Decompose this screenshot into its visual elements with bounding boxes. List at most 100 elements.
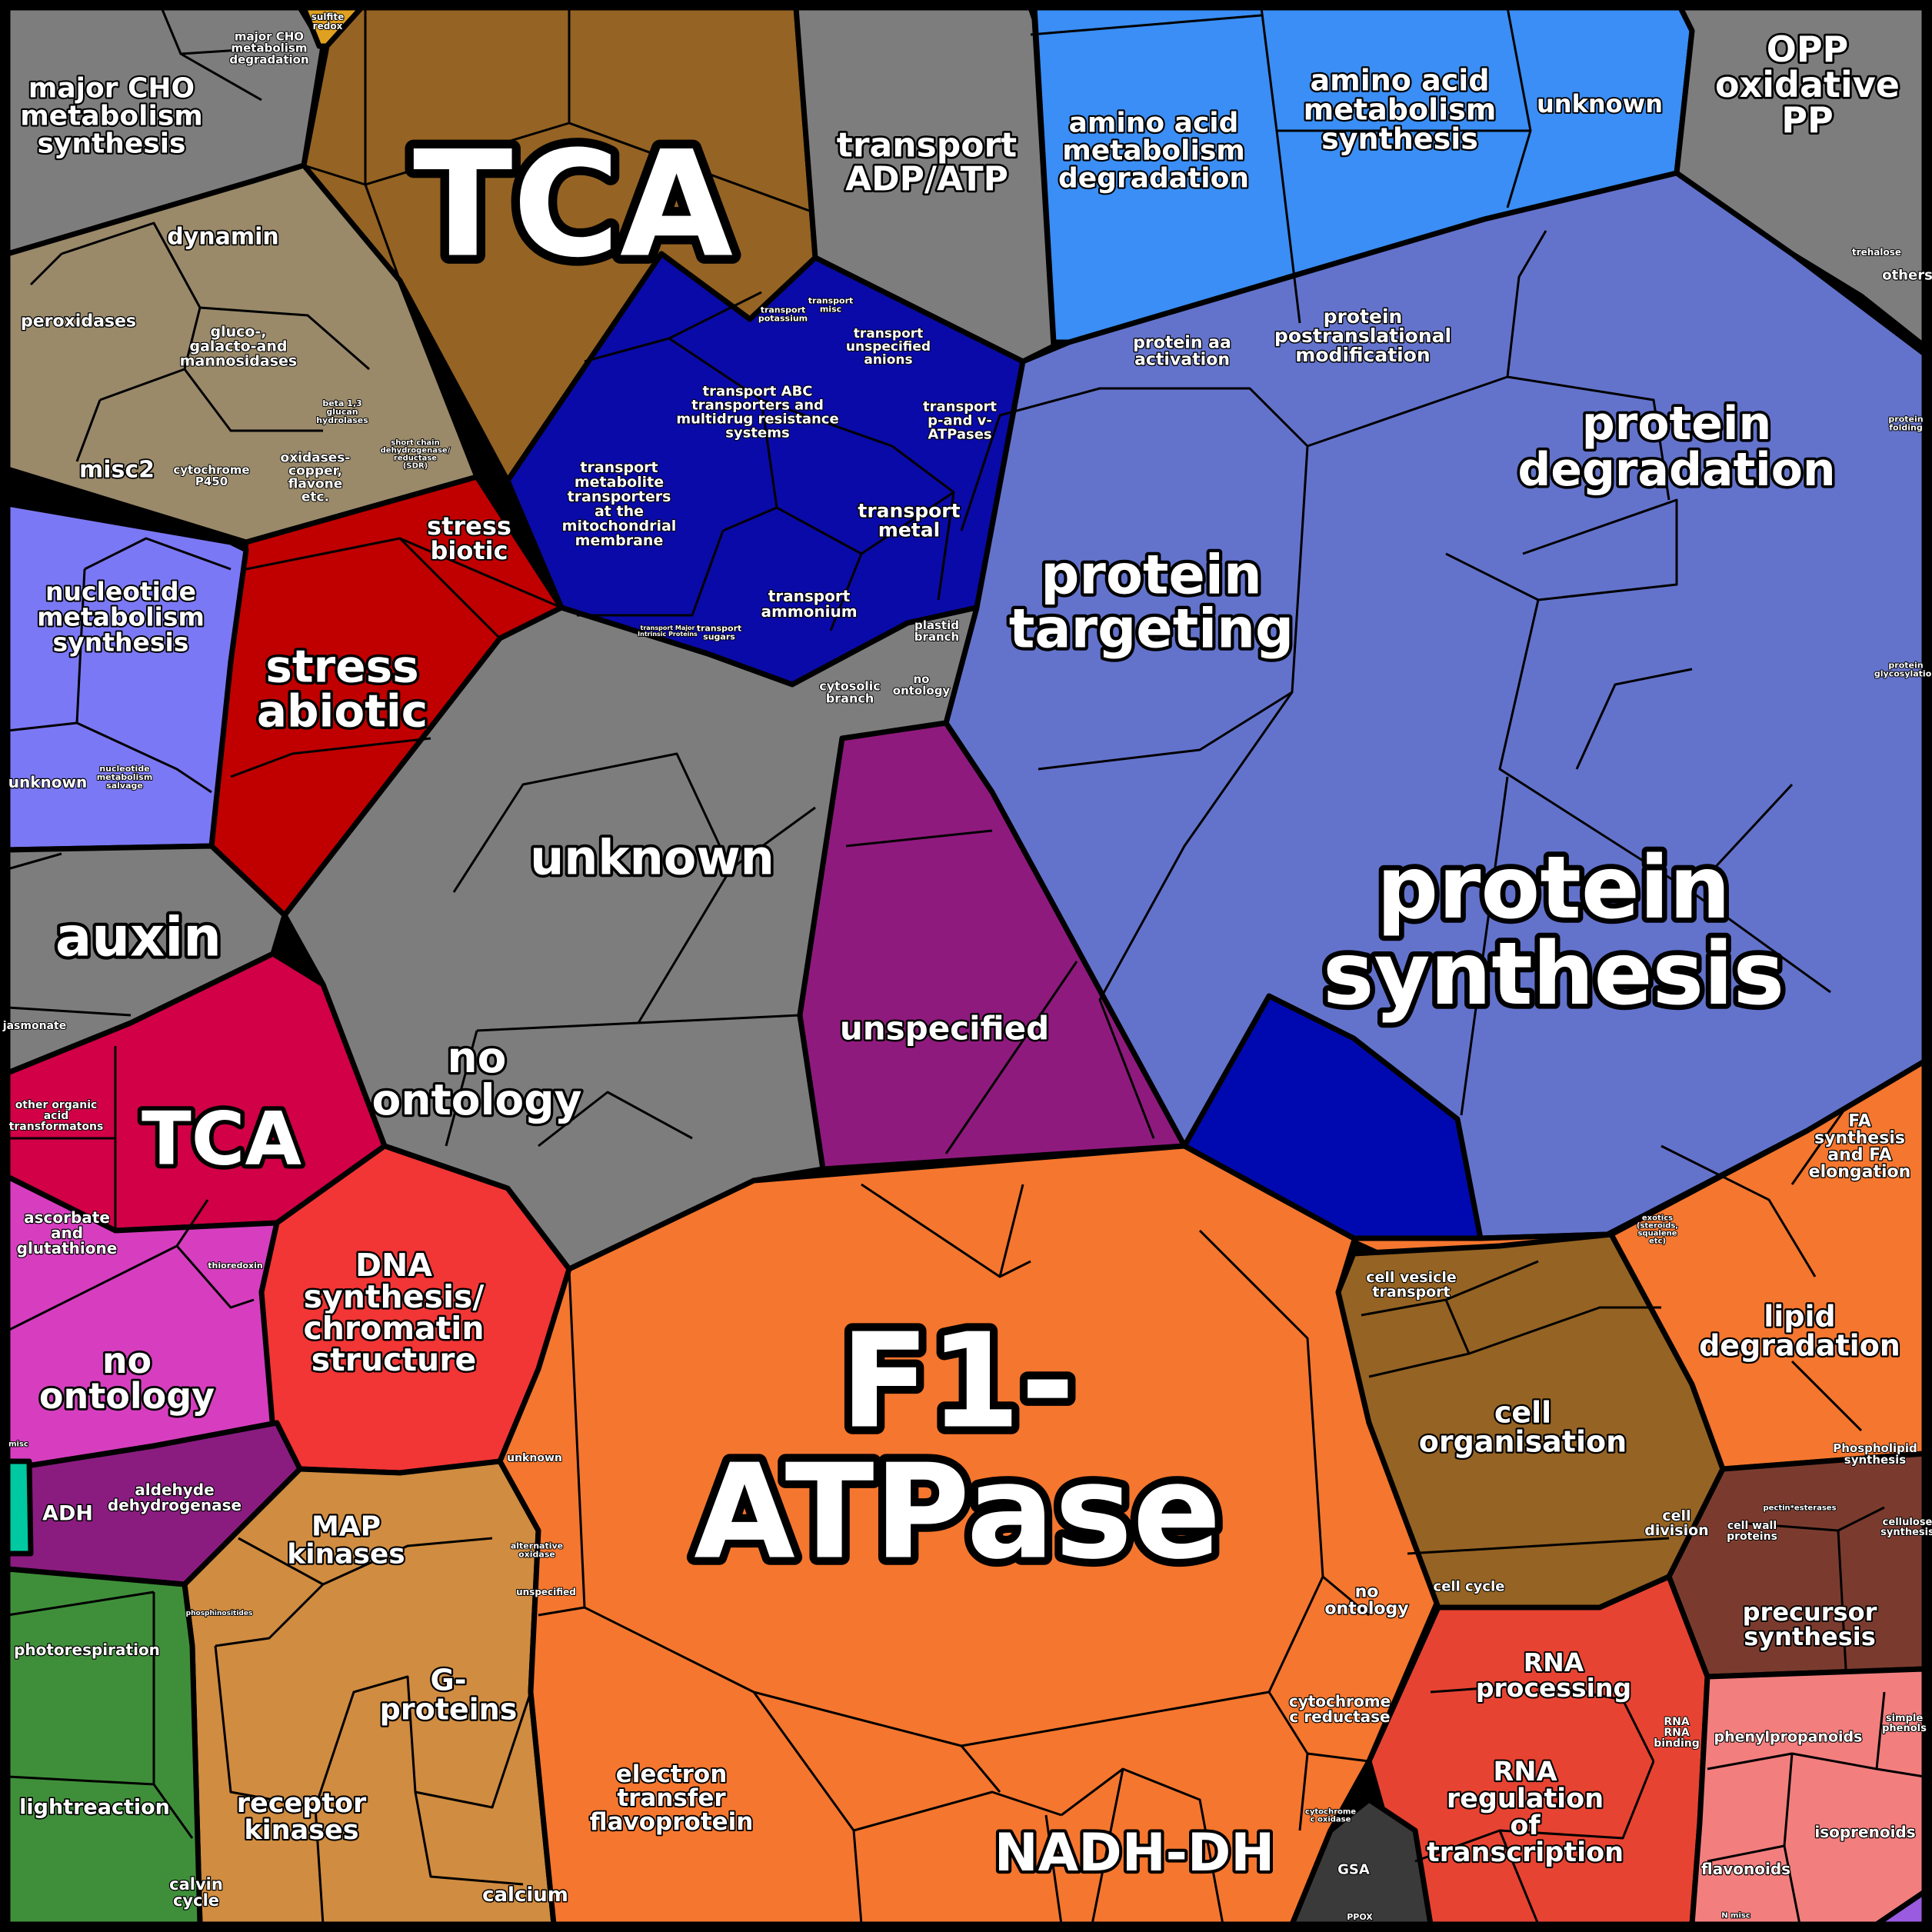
label-mito-8: cytochrome c oxidase (1305, 1808, 1356, 1824)
label-redox-1: thioredoxin (208, 1261, 262, 1271)
label-signalling-4: phosphinositides (186, 1610, 253, 1617)
cell-opp (1674, 5, 1927, 349)
label-rna-2: RNA RNA binding (1654, 1716, 1700, 1750)
label-ps-1: lightreaction (19, 1795, 170, 1819)
cell-misc-tan (5, 162, 480, 545)
label-signalling-1: G-proteins (380, 1663, 518, 1726)
label-protein-4: protein synthesis (1323, 838, 1784, 1024)
label-transport-blue-2: transport unspecified anions (846, 326, 931, 368)
label-misc-tan-4: cytochrome P450 (173, 463, 249, 488)
label-secondary-4: N misc (1721, 1912, 1750, 1920)
label-misc-grey-3: cytosolic branch (819, 679, 881, 706)
cells-layer (5, 5, 1927, 1927)
label-ps-0: photorespiration (14, 1641, 160, 1659)
label-tca-top-0: TCA (413, 120, 733, 290)
label-major-cho-0: major CHO metabolism synthesis (20, 73, 203, 160)
label-signalling-3: calcium (482, 1884, 568, 1907)
label-misc-tan-3: misc2 (79, 457, 155, 484)
label-protein-2: protein degradation (1517, 397, 1835, 497)
label-cell-1: cell organisation (1419, 1395, 1627, 1458)
cell-secondary (1689, 1666, 1927, 1927)
label-protein-3: protein targeting (1009, 544, 1294, 661)
label-mito-1: unknown (507, 1452, 562, 1464)
label-nucleotide-2: nucleotide metabolism salvage (97, 764, 153, 791)
label-protein-5: protein folding (1888, 414, 1923, 432)
label-mito-4: electron transfer flavoprotein (590, 1760, 754, 1836)
label-misc-tan-2: gluco-, galacto-and mannosidases (180, 324, 297, 370)
label-stress-0: stress biotic (427, 511, 511, 565)
label-cell-2: cell division (1644, 1507, 1708, 1539)
cell-nucleotide (5, 501, 249, 853)
label-misc-tan-7: short chain dehydrogenase/reductase (SDR) (381, 439, 451, 471)
label-lipid-3: exotics (steroids, squalene etc) (1637, 1214, 1678, 1246)
labels-layer: major CHO metabolism synthesis major CHO met… (2, 11, 1932, 1923)
label-redox-3: misc (8, 1441, 28, 1449)
label-lipid-0: FA synthesis and FA elongation (1809, 1112, 1911, 1182)
label-secondary-3: simple phenols (1882, 1713, 1927, 1734)
label-sulfite-0: sulfite redox (311, 12, 345, 32)
label-misc-grey-2: plastid branch (914, 618, 960, 644)
label-redox-0: ascorbate and glutathione (17, 1208, 118, 1257)
label-misc-grey-4: no ontology (893, 672, 951, 698)
label-amino-acid-2: unknown (1537, 89, 1663, 118)
label-cellwall-0: precursor synthesis (1743, 1597, 1877, 1651)
label-misc-tan-1: peroxidases (21, 312, 136, 331)
label-mito-3: unspecified (516, 1587, 576, 1597)
label-mito-6: no ontology (1324, 1583, 1408, 1619)
label-fermentation-0: ADH (42, 1501, 93, 1525)
label-secondary-0: phenylpropanoids (1714, 1729, 1863, 1746)
label-opp-1: trehalose (1852, 247, 1901, 258)
cell-nmisc (1874, 1889, 1927, 1927)
label-unspecified-0: unspecified (840, 1010, 1049, 1048)
label-rna-0: RNA processing (1476, 1647, 1631, 1703)
label-misc-tan-6: beta 1,3 glucan hydrolases (316, 398, 368, 425)
label-transport-adp-0: transport ADP/ATP (837, 125, 1017, 198)
label-amino-acid-0: amino acid metabolism degradation (1058, 108, 1249, 195)
label-major-cho-1: major CHO metabolism degradation (229, 29, 308, 66)
label-stress-1: stress abiotic (257, 640, 428, 737)
label-gsa-0: GSA (1337, 1861, 1370, 1877)
label-transport-blue-9: transport sugars (697, 623, 742, 641)
label-transport-blue-0: transport potassium (758, 305, 808, 323)
label-cell-3: cell cycle (1434, 1578, 1505, 1594)
label-opp-0: OPP oxidative PP (1715, 28, 1900, 141)
label-signalling-0: MAP kinases (287, 1511, 405, 1571)
label-misc-grey-6: jasmonate (2, 1020, 66, 1032)
label-tca-red-0: TCA (142, 1097, 302, 1181)
label-secondary-1: isoprenoids (1814, 1823, 1915, 1841)
label-mito-7: cytochrome c reductase (1289, 1692, 1391, 1726)
label-misc-grey-1: no ontology (372, 1033, 582, 1124)
label-mito-0: F1-ATPase (694, 1306, 1221, 1589)
label-transport-blue-1: transport misc (808, 295, 854, 314)
label-signalling-2: receptor kinases (237, 1788, 367, 1846)
label-nucleotide-0: nucleotide metabolism synthesis (37, 577, 205, 658)
subdivision-lines (7, 7, 1925, 1925)
label-protein-0: protein aa activation (1133, 334, 1231, 370)
label-secondary-2: flavonoids (1701, 1860, 1790, 1878)
label-opp-2: others (1882, 267, 1932, 283)
label-transport-blue-6: transport metal (858, 499, 960, 541)
label-misc-grey-0: unknown (530, 830, 774, 886)
label-transport-blue-5: transport metabolite transporters at the mit… (562, 459, 677, 549)
label-cellwall-2: pectin*esterases (1763, 1504, 1836, 1513)
label-misc-grey-5: auxin (55, 906, 222, 969)
label-transport-blue-7: transport ammonium (761, 587, 857, 621)
label-cellwall-3: cellulose synthesis (1880, 1517, 1932, 1538)
label-cellwall-1: cell wall proteins (1727, 1520, 1777, 1543)
label-ps-2: calvin cycle (169, 1875, 223, 1910)
label-dna-0: DNA synthesis/chromatin structure (303, 1247, 484, 1378)
label-rna-1: RNA regulation of transcription (1427, 1757, 1624, 1868)
label-transport-blue-4: transport p-and v-ATPases (923, 398, 997, 442)
label-transport-blue-3: transport ABC transporters and multidrug r… (676, 383, 838, 441)
label-lipid-2: Phospholipid synthesis (1833, 1441, 1917, 1467)
cell-gsa (1289, 1797, 1434, 1927)
label-amino-acid-1: amino acid metabolism synthesis (1304, 63, 1497, 155)
label-redox-2: no ontology (39, 1340, 215, 1417)
label-transport-blue-8: transport Major Intrinsic Proteins (638, 625, 698, 638)
label-mito-5: NADH-DH (994, 1823, 1274, 1884)
label-misc-tan-5: oxidases-copper, flavone etc. (281, 450, 351, 505)
label-nucleotide-1: unknown (8, 773, 87, 791)
label-lipid-1: lipid degradation (1699, 1299, 1900, 1362)
cell-teal (5, 1458, 34, 1557)
